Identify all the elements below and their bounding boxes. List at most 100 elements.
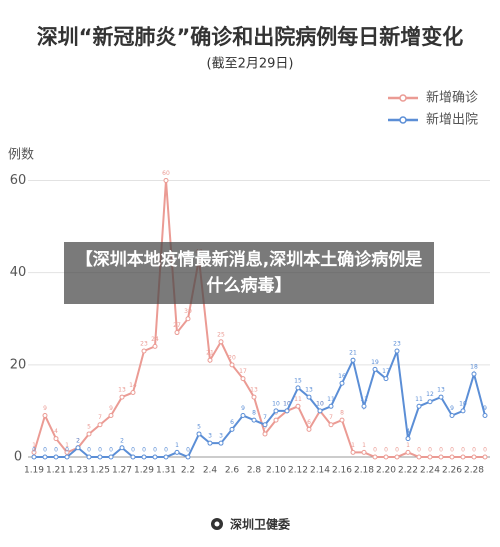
point [328,422,334,428]
data-label: 0 [186,447,190,454]
data-label: 7 [263,414,267,421]
point [284,408,290,414]
data-label: 5 [87,423,91,430]
point [53,454,59,460]
data-label: 2 [76,437,80,444]
x-tick-label: 1.21 [46,466,66,476]
y-tick-label: 0 [14,450,22,465]
x-tick-label: 2.4 [203,466,218,476]
point [339,380,345,386]
legend-marker [399,94,407,102]
point [383,376,389,382]
data-label: 5 [197,423,201,430]
point [460,408,466,414]
legend-label: 新增出院 [426,112,478,128]
point [317,408,323,414]
data-label: 9 [109,405,113,412]
point [449,413,455,419]
point [383,454,389,460]
data-label: 10 [316,400,324,407]
point [119,445,125,451]
point [97,422,103,428]
data-label: 13 [437,387,445,394]
data-label: 30 [184,308,192,315]
point [273,417,279,423]
point [119,394,125,400]
point [75,445,81,451]
point [482,454,488,460]
y-tick-label: 60 [10,173,27,188]
data-label: 7 [98,414,102,421]
data-label: 16 [338,373,346,380]
data-label: 0 [153,447,157,454]
point [405,436,411,442]
point [196,431,202,437]
point [108,454,114,460]
x-tick-label: 2.8 [247,466,262,476]
data-label: 8 [252,410,256,417]
data-label: 9 [43,405,47,412]
point [460,454,466,460]
data-label: 18 [470,364,478,371]
point [405,449,411,455]
data-label: 13 [250,387,258,394]
data-label: 17 [382,368,390,375]
point [42,454,48,460]
data-label: 2 [120,437,124,444]
x-tick-label: 2.6 [225,466,240,476]
point [350,449,356,455]
data-label: 1 [351,442,355,449]
point [240,413,246,419]
point [86,431,92,437]
x-tick-label: 1.29 [134,466,154,476]
data-label: 23 [140,340,148,347]
point [163,454,169,460]
point [108,413,114,419]
data-label: 11 [360,396,368,403]
data-label: 12 [426,391,434,398]
data-label: 9 [483,405,487,412]
point [416,454,422,460]
data-label: 10 [316,400,324,407]
point [174,330,180,336]
point [306,394,312,400]
y-tick-label: 20 [10,357,27,372]
point [394,454,400,460]
data-label: 0 [164,447,168,454]
data-label: 9 [450,405,454,412]
legend-marker [399,116,407,124]
data-label: 0 [43,447,47,454]
data-label: 17 [239,368,247,375]
x-tick-label: 1.19 [24,466,44,476]
x-tick-label: 2.2 [181,466,195,476]
point [394,348,400,354]
point [339,417,345,423]
point [471,371,477,377]
data-label: 3 [208,433,212,440]
x-tick-label: 2.18 [354,466,374,476]
point [361,403,367,409]
data-label: 0 [98,447,102,454]
data-label: 0 [384,447,388,454]
point [152,343,158,349]
x-tick-label: 2.28 [464,466,484,476]
legend-label: 新增确诊 [426,90,478,106]
data-label: 11 [415,396,423,403]
data-label: 0 [472,447,476,454]
point [328,403,334,409]
point [240,376,246,382]
x-tick-label: 2.16 [332,466,352,476]
point [42,413,48,419]
data-label: 0 [131,447,135,454]
data-label: 0 [373,447,377,454]
point [207,440,213,446]
x-tick-label: 2.14 [310,466,330,476]
point [482,413,488,419]
point [438,394,444,400]
data-label: 0 [87,447,91,454]
x-tick-label: 1.25 [90,466,110,476]
point [449,454,455,460]
data-label: 10 [283,400,291,407]
